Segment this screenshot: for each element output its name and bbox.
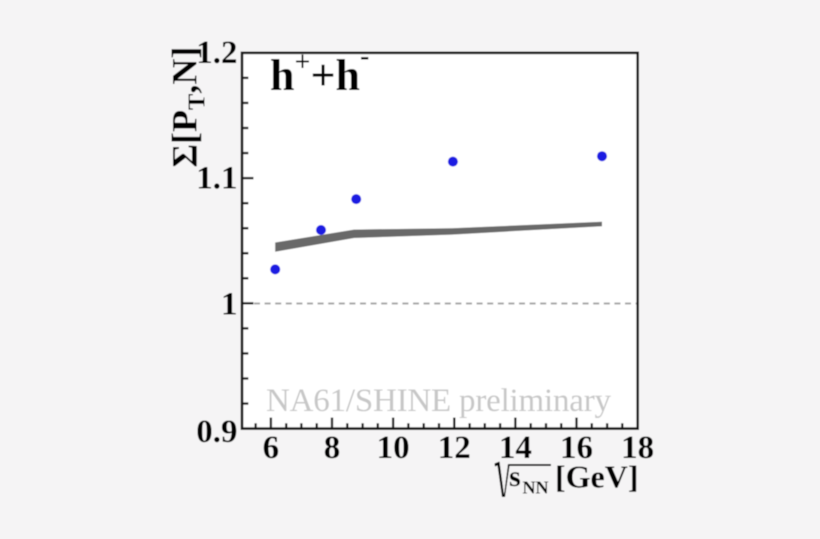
svg-text:8: 8 [324,430,341,466]
svg-text:Σ[PT,N]: Σ[PT,N] [165,47,211,168]
svg-text:14: 14 [499,430,532,466]
svg-text:6: 6 [263,430,280,466]
svg-text:10: 10 [377,430,410,466]
svg-text:0.9: 0.9 [196,414,237,450]
svg-text:h++h-: h++h- [270,41,369,100]
svg-text:NN: NN [523,478,549,498]
svg-text:1: 1 [221,286,238,322]
svg-text:1.2: 1.2 [196,35,237,71]
svg-text:[GeV]: [GeV] [555,459,639,495]
svg-text:1.1: 1.1 [196,161,237,197]
svg-text:18: 18 [621,430,654,466]
svg-text:NA61/SHINE preliminary: NA61/SHINE preliminary [266,383,611,419]
svg-text:16: 16 [560,430,593,466]
svg-text:s: s [509,460,521,493]
svg-text:12: 12 [438,430,471,466]
